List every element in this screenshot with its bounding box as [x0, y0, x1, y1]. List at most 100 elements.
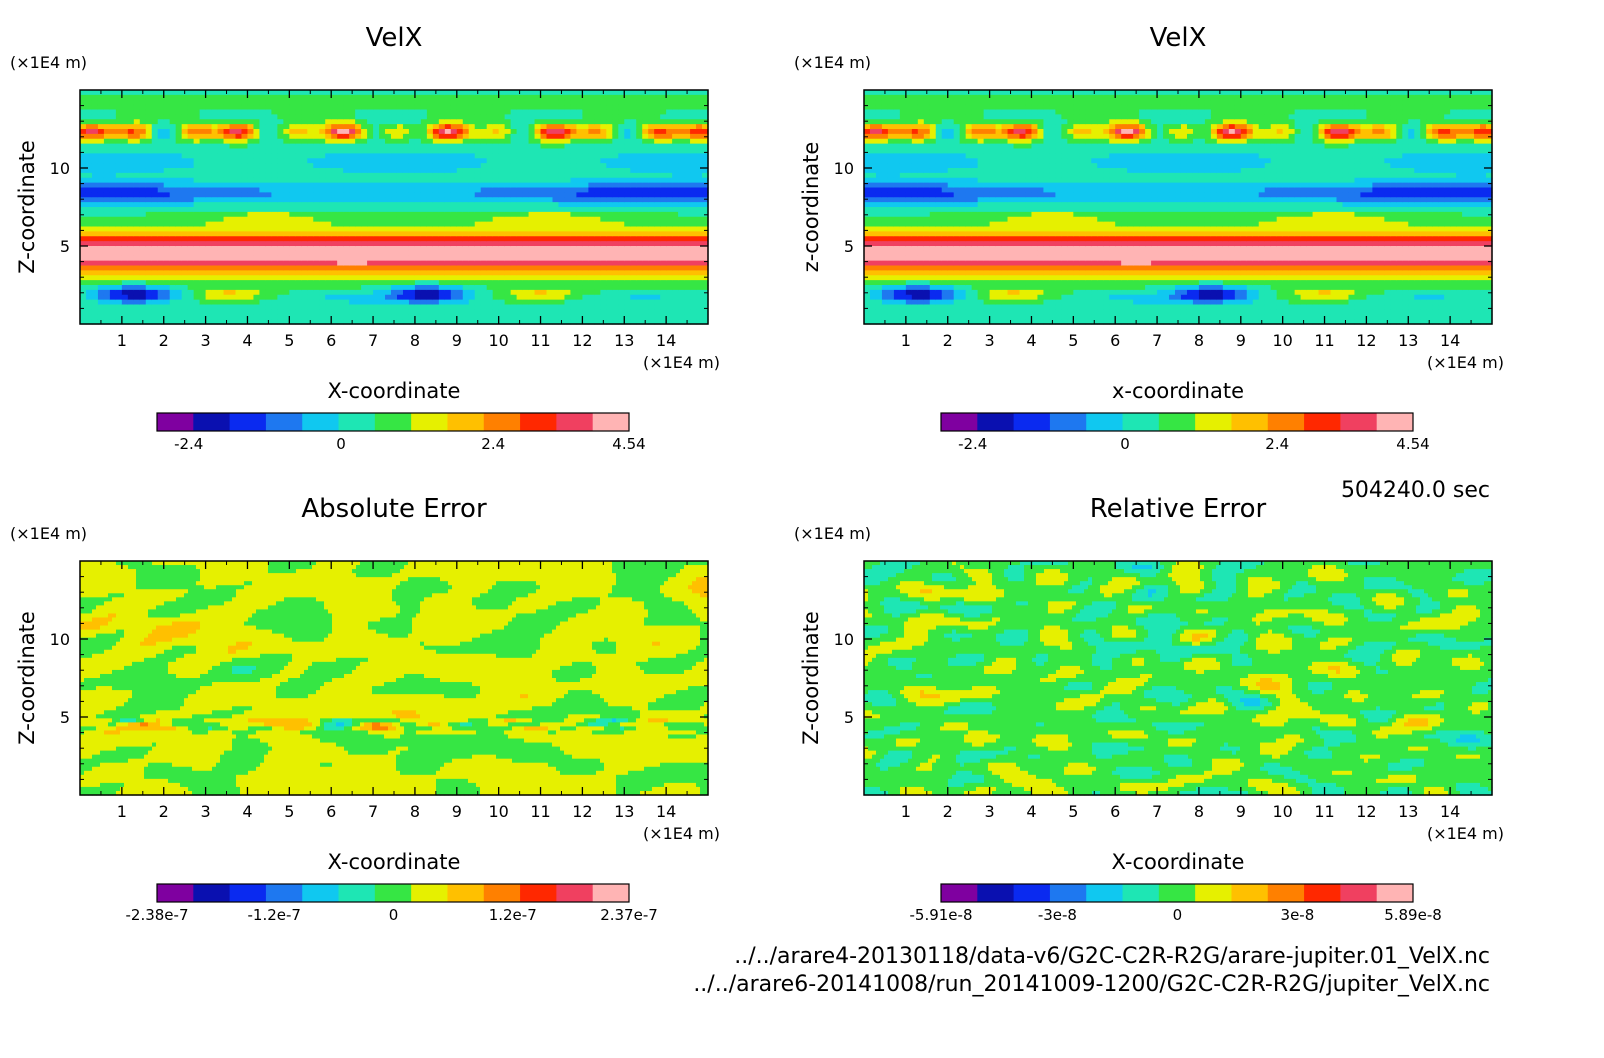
heatmap-cell — [576, 227, 583, 232]
heatmap-cell — [636, 119, 643, 124]
heatmap-cell — [421, 285, 428, 290]
heatmap-cell — [206, 241, 213, 246]
heatmap-cell — [493, 183, 500, 188]
heatmap-cell — [230, 222, 237, 227]
heatmap-cell — [487, 266, 494, 271]
heatmap-cell — [253, 285, 260, 290]
heatmap-cell — [224, 314, 231, 319]
heatmap-cell — [642, 270, 649, 275]
heatmap-cell — [391, 153, 398, 158]
heatmap-cell — [277, 202, 284, 207]
heatmap-cell — [295, 105, 302, 110]
heatmap-cell — [690, 95, 697, 100]
heatmap-cell — [194, 222, 201, 227]
heatmap-cell — [409, 178, 416, 183]
heatmap-cell — [116, 197, 123, 202]
heatmap-cell — [499, 212, 506, 217]
heatmap-cell — [313, 168, 320, 173]
heatmap-cell — [612, 188, 619, 193]
heatmap-cell — [529, 105, 536, 110]
heatmap-cell — [104, 300, 111, 305]
heatmap-cell — [182, 153, 189, 158]
heatmap-cell — [277, 207, 284, 212]
heatmap-cell — [128, 119, 135, 124]
heatmap-cell — [445, 163, 452, 168]
heatmap-cell — [588, 266, 595, 271]
heatmap-cell — [301, 139, 308, 144]
heatmap-cell — [630, 266, 637, 271]
heatmap-cell — [373, 134, 380, 139]
heatmap-cell — [325, 266, 332, 271]
heatmap-cell — [265, 227, 272, 232]
heatmap-cell — [469, 275, 476, 280]
heatmap-cell — [642, 305, 649, 310]
heatmap-cell — [648, 314, 655, 319]
heatmap-cell — [146, 110, 153, 115]
heatmap-cell — [122, 114, 129, 119]
heatmap-cell — [128, 129, 135, 134]
heatmap-cell — [86, 285, 93, 290]
heatmap-cell — [241, 207, 248, 212]
heatmap-cell — [176, 173, 183, 178]
heatmap-cell — [451, 236, 458, 241]
heatmap-cell — [289, 168, 296, 173]
heatmap-cell — [176, 119, 183, 124]
heatmap-cell — [247, 261, 254, 266]
heatmap-cell — [313, 295, 320, 300]
heatmap-cell — [523, 246, 530, 251]
heatmap-cell — [576, 144, 583, 149]
heatmap-cell — [373, 227, 380, 232]
heatmap-cell — [558, 266, 565, 271]
heatmap-cell — [600, 227, 607, 232]
heatmap-cell — [265, 163, 272, 168]
heatmap-cell — [553, 105, 560, 110]
heatmap-cell — [487, 197, 494, 202]
heatmap-cell — [194, 163, 201, 168]
heatmap-cell — [469, 163, 476, 168]
heatmap-cell — [206, 251, 213, 256]
heatmap-cell — [253, 222, 260, 227]
heatmap-cell — [152, 114, 159, 119]
heatmap-cell — [188, 285, 195, 290]
heatmap-cell — [230, 212, 237, 217]
heatmap-cell — [421, 280, 428, 285]
heatmap-cell — [110, 95, 117, 100]
heatmap-cell — [379, 241, 386, 246]
heatmap-cell — [523, 266, 530, 271]
heatmap-cell — [265, 105, 272, 110]
heatmap-cell — [397, 144, 404, 149]
heatmap-cell — [355, 246, 362, 251]
heatmap-cell — [433, 114, 440, 119]
heatmap-cell — [247, 217, 254, 222]
heatmap-cell — [265, 270, 272, 275]
heatmap-cell — [535, 207, 542, 212]
heatmap-cell — [553, 173, 560, 178]
heatmap-cell — [337, 270, 344, 275]
heatmap-cell — [475, 222, 482, 227]
heatmap-cell — [206, 212, 213, 217]
heatmap-cell — [475, 173, 482, 178]
heatmap-cell — [696, 168, 703, 173]
heatmap-cell — [283, 100, 290, 105]
heatmap-cell — [170, 134, 177, 139]
heatmap-cell — [529, 227, 536, 232]
heatmap-cell — [86, 266, 93, 271]
heatmap-cell — [128, 275, 135, 280]
heatmap-cell — [505, 153, 512, 158]
heatmap-cell — [582, 280, 589, 285]
heatmap-cell — [624, 90, 631, 95]
heatmap-cell — [361, 217, 368, 222]
heatmap-cell — [547, 134, 554, 139]
heatmap-cell — [271, 222, 278, 227]
heatmap-cell — [391, 134, 398, 139]
heatmap-cell — [158, 158, 165, 163]
heatmap-cell — [541, 183, 548, 188]
heatmap-cell — [283, 144, 290, 149]
heatmap-cell — [367, 183, 374, 188]
heatmap-cell — [343, 207, 350, 212]
heatmap-cell — [624, 197, 631, 202]
heatmap-cell — [630, 114, 637, 119]
heatmap-cell — [582, 153, 589, 158]
heatmap-cell — [576, 202, 583, 207]
heatmap-cell — [104, 290, 111, 295]
